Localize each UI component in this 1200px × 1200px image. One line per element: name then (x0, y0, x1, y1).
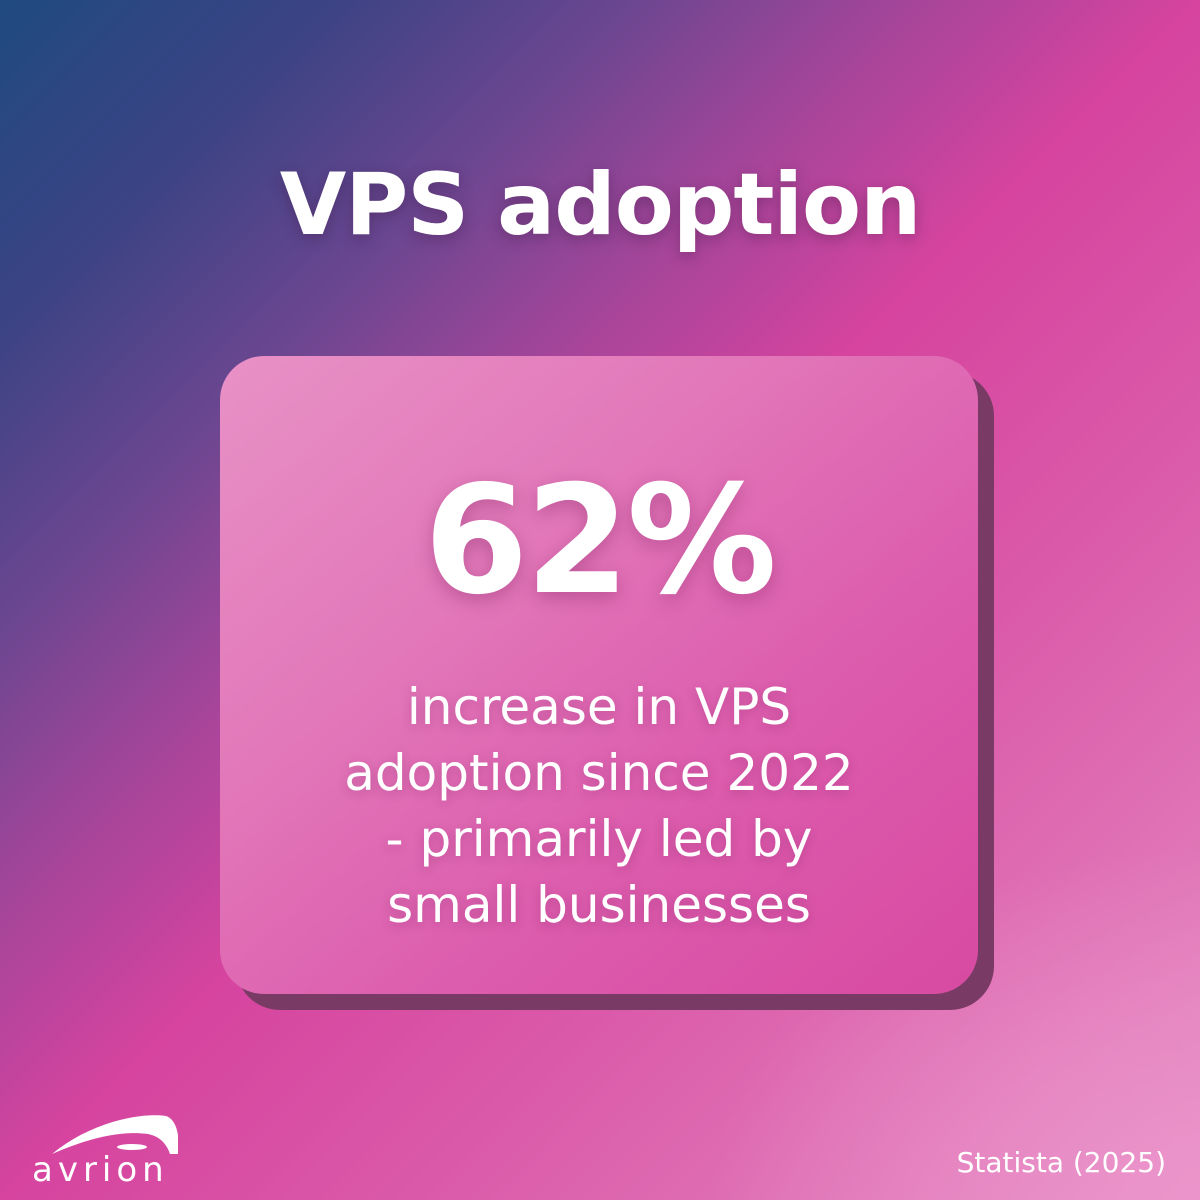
avrion-arc-logo-icon (52, 1115, 178, 1154)
stat-description-line: small businesses (387, 876, 811, 934)
stat-description-line: - primarily led by (385, 810, 813, 868)
source-citation: Statista (2025) (956, 1146, 1166, 1179)
stat-description-line: increase in VPS (406, 678, 792, 736)
stat-description-line: adoption since 2022 (344, 744, 854, 802)
logo-text: avrion (32, 1150, 169, 1190)
page-title: VPS adoption (279, 155, 922, 255)
stat-value: 62% (423, 454, 777, 628)
stat-card: 62% increase in VPS adoption since 2022 … (220, 356, 978, 994)
avrion-logo: avrion (28, 1110, 188, 1190)
stat-description: increase in VPS adoption since 2022 - pr… (249, 674, 949, 938)
